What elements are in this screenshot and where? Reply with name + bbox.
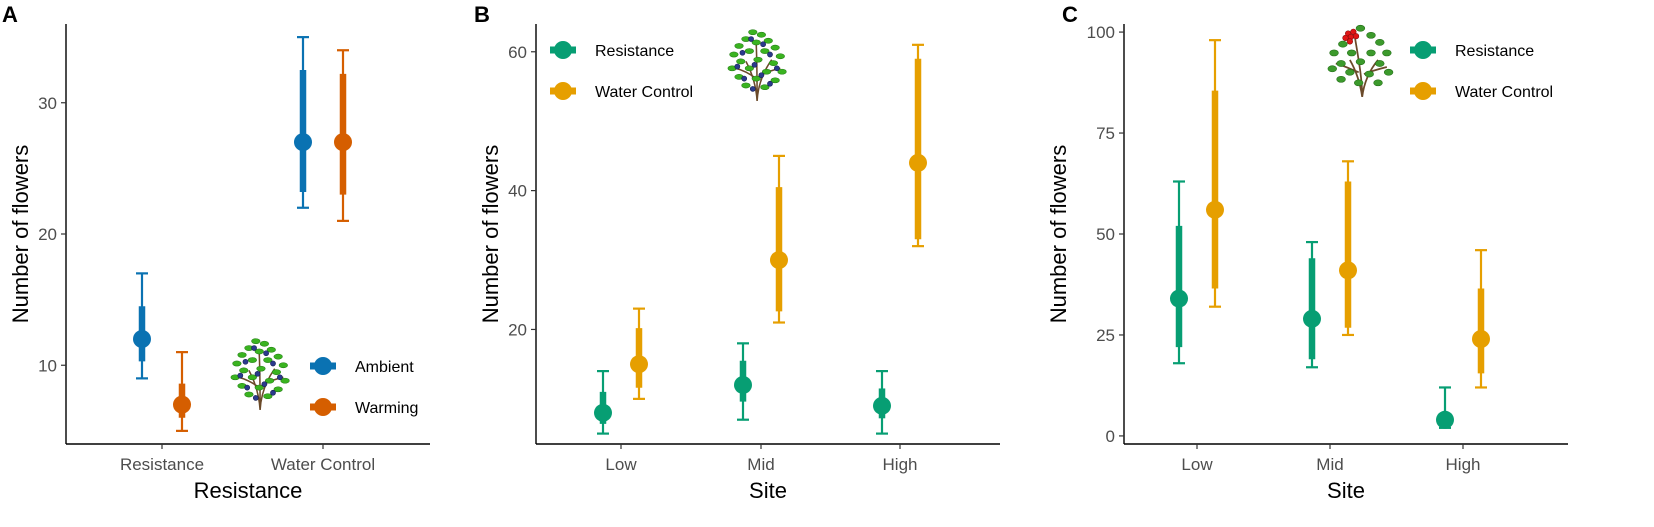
legend-key-point <box>1414 82 1432 100</box>
estimate-point <box>1436 410 1454 429</box>
estimate-point <box>594 403 612 422</box>
estimate-point <box>734 375 752 394</box>
x-tick-label: Mid <box>1316 455 1343 474</box>
series-resistance <box>594 342 891 435</box>
estimate-point <box>133 330 151 348</box>
y-tick-label: 100 <box>1087 23 1115 42</box>
y-tick-label: 0 <box>1106 427 1115 446</box>
y-tick-label: 40 <box>508 182 527 201</box>
series-water-control <box>630 43 927 400</box>
legend-label: Warming <box>355 400 418 417</box>
x-tick-label: Low <box>1181 455 1213 474</box>
y-tick-label: 60 <box>508 43 527 62</box>
legend-key-point <box>1414 41 1432 59</box>
lingonberry-shrub-icon <box>1327 24 1394 98</box>
x-tick-label: Mid <box>747 455 774 474</box>
y-tick-label: 30 <box>38 94 57 113</box>
legend-key-point <box>314 398 332 416</box>
legend-key-point <box>314 357 332 375</box>
legend-key-point <box>554 41 572 59</box>
y-tick-label: 20 <box>38 225 57 244</box>
estimate-point <box>873 396 891 415</box>
y-tick-label: 50 <box>1096 225 1115 244</box>
y-axis-title: Number of flowers <box>8 145 33 324</box>
estimate-point <box>909 153 927 172</box>
blueberry-shrub-icon <box>230 337 291 411</box>
panel-label: B <box>474 2 490 27</box>
x-axis-title: Site <box>1327 478 1365 503</box>
legend-label: Water Control <box>595 84 693 101</box>
blueberry-shrub-icon <box>727 28 788 102</box>
chart-panel-b: B 20 40 60 Low Mid High Site Number of flowers Re… <box>474 2 1000 503</box>
x-tick-label: High <box>883 455 918 474</box>
estimate-point <box>1303 309 1321 328</box>
legend-label: Resistance <box>1455 43 1534 60</box>
x-tick-label: High <box>1446 455 1481 474</box>
estimate-point <box>1170 289 1188 308</box>
legend-key-point <box>554 82 572 100</box>
legend-label: Ambient <box>355 359 414 376</box>
x-axis-title: Site <box>749 478 787 503</box>
legend-label: Resistance <box>595 43 674 60</box>
estimate-point <box>294 133 312 152</box>
estimate-point <box>1472 330 1490 348</box>
series-water-control <box>1206 39 1490 389</box>
x-tick-label: Resistance <box>120 455 204 474</box>
x-tick-label: Low <box>605 455 637 474</box>
legend-label: Water Control <box>1455 84 1553 101</box>
estimate-point <box>173 395 191 414</box>
y-tick-label: 25 <box>1096 326 1115 345</box>
estimate-point <box>770 251 788 270</box>
panel-label: A <box>2 2 18 27</box>
series-resistance <box>1170 180 1454 429</box>
chart-panel-a: A 10 20 30 Resistance Water Control Resistance… <box>2 2 430 503</box>
estimate-point <box>630 355 648 374</box>
panel-label: C <box>1062 2 1078 27</box>
estimate-point <box>334 133 352 152</box>
y-axis-title: Number of flowers <box>1046 145 1071 324</box>
series-warming <box>173 49 352 432</box>
y-tick-label: 75 <box>1096 124 1115 143</box>
estimate-point <box>1339 261 1357 280</box>
x-axis-title: Resistance <box>194 478 303 503</box>
x-tick-label: Water Control <box>271 455 375 474</box>
y-tick-label: 20 <box>508 320 527 339</box>
y-axis-title: Number of flowers <box>478 145 503 324</box>
y-tick-label: 10 <box>38 356 57 375</box>
estimate-point <box>1206 200 1224 219</box>
series-ambient <box>133 36 312 380</box>
chart-panel-c: C 0 25 50 75 100 Low Mid High Site Number of flowe… <box>1046 2 1568 503</box>
